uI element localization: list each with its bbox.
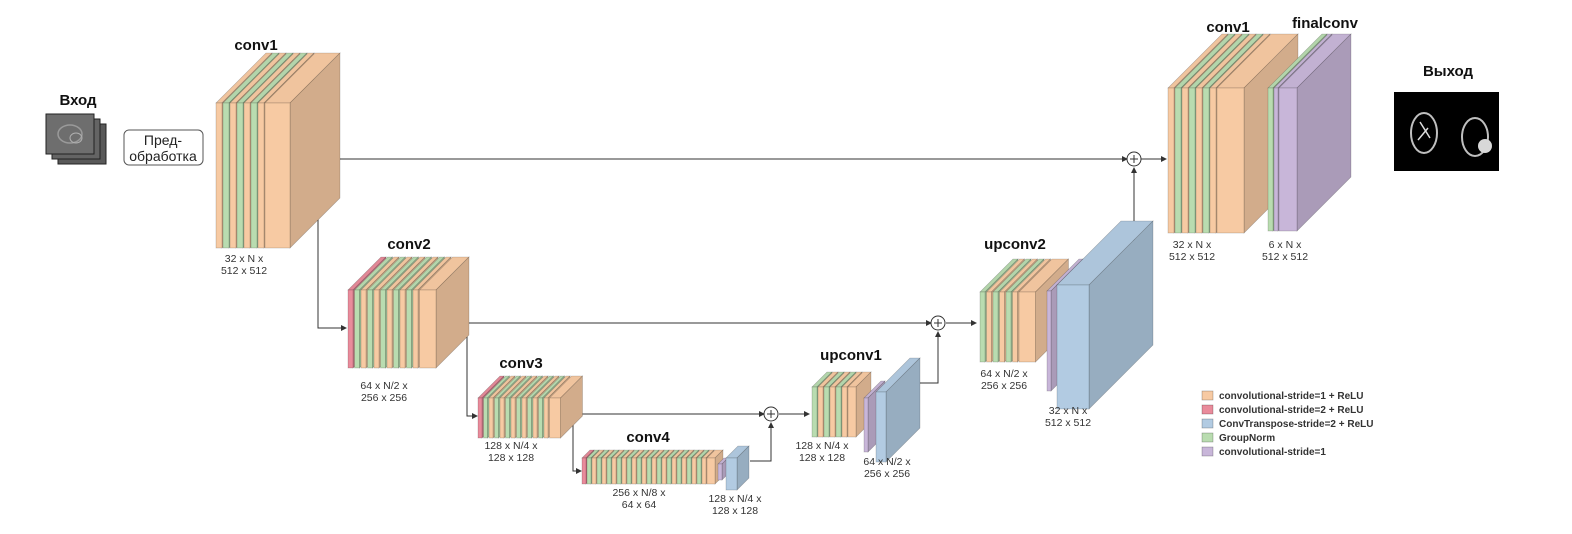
block-dims-conv2: 64 x N/2 x xyxy=(360,380,408,392)
block-dims-conv1: 32 x N x xyxy=(225,253,264,265)
block-dims-conv3: 128 x N/4 x xyxy=(484,440,538,452)
output-image xyxy=(1394,92,1499,171)
legend-label: ConvTranspose-stride=2 + ReLU xyxy=(1219,419,1374,430)
block-dims-up2: 512 x 512 xyxy=(1045,417,1091,429)
block-up2 xyxy=(1046,220,1154,410)
layer-slab-convtranspose xyxy=(875,357,921,463)
layer-slab-convtranspose xyxy=(725,445,750,491)
legend-swatch xyxy=(1201,418,1214,429)
legend-label: convolutional-stride=2 + ReLU xyxy=(1219,405,1363,416)
block-dims-conv4: 64 x 64 xyxy=(622,499,657,511)
sum-circle-top xyxy=(1126,151,1142,167)
legend: convolutional-stride=1 + ReLU convolution… xyxy=(1201,390,1374,458)
legend-item-groupnorm: GroupNorm xyxy=(1201,432,1275,444)
layer-slab-conv_s1 xyxy=(1278,33,1352,232)
up1-to-sum2 xyxy=(913,331,941,384)
preprocess-line2: обработка xyxy=(129,148,197,164)
block-title-conv3: conv3 xyxy=(499,355,542,372)
block-title-conv4: conv4 xyxy=(626,429,670,446)
block-dims-up4: 128 x N/4 x xyxy=(708,493,762,505)
legend-item-conv_s2_relu: convolutional-stride=2 + ReLU xyxy=(1201,404,1363,416)
block-conv4 xyxy=(581,449,724,485)
block-dims-up4: 128 x 128 xyxy=(712,505,758,517)
block-dims-upconv1: 128 x 128 xyxy=(799,452,845,464)
legend-label: convolutional-stride=1 xyxy=(1219,447,1326,458)
layer-slab-conv_s1_relu xyxy=(264,52,341,249)
block-conv1 xyxy=(215,52,341,249)
layer-slab-conv_s1_relu xyxy=(418,256,470,369)
input-image xyxy=(45,113,107,165)
block-upconv1 xyxy=(811,371,872,438)
sum-circle-2 xyxy=(930,315,946,331)
layer-blocks xyxy=(215,33,1352,491)
layer-slab-convtranspose xyxy=(1056,220,1154,410)
block-conv1-out xyxy=(1167,33,1299,234)
block-title-conv1-out: conv1 xyxy=(1206,19,1249,36)
block-dims-up2: 32 x N x xyxy=(1049,405,1088,417)
block-dims-conv2: 256 x 256 xyxy=(361,392,407,404)
block-dims-up1: 256 x 256 xyxy=(864,468,910,480)
block-finalconv xyxy=(1267,33,1352,232)
block-dims-conv1-out: 512 x 512 xyxy=(1169,251,1215,263)
block-dims-finalconv: 512 x 512 xyxy=(1262,251,1308,263)
block-title-conv2: conv2 xyxy=(387,236,430,253)
input-label: Вход xyxy=(59,92,97,109)
legend-swatch xyxy=(1201,446,1214,457)
up4-to-sum3 xyxy=(750,422,774,462)
block-title-upconv2: upconv2 xyxy=(984,236,1046,253)
legend-swatch xyxy=(1201,390,1214,401)
down-line-2 xyxy=(466,323,478,419)
connections xyxy=(317,156,1167,474)
legend-item-convtranspose: ConvTranspose-stride=2 + ReLU xyxy=(1201,418,1374,430)
block-dims-upconv1: 128 x N/4 x xyxy=(795,440,849,452)
block-dims-upconv2: 256 x 256 xyxy=(981,380,1027,392)
block-title-upconv1: upconv1 xyxy=(820,347,882,364)
legend-swatch xyxy=(1201,432,1214,443)
block-title-finalconv: finalconv xyxy=(1292,15,1359,32)
block-up4 xyxy=(717,445,750,491)
block-dims-conv3: 128 x 128 xyxy=(488,452,534,464)
legend-label: convolutional-stride=1 + ReLU xyxy=(1219,391,1363,402)
sum-circle-3 xyxy=(763,406,779,422)
legend-item-conv_s1_relu: convolutional-stride=1 + ReLU xyxy=(1201,390,1363,402)
block-dims-upconv2: 64 x N/2 x xyxy=(980,368,1028,380)
output-label: Выход xyxy=(1423,63,1474,80)
legend-swatch xyxy=(1201,404,1214,415)
preprocess-box: Пред- обработка xyxy=(123,129,204,166)
block-dims-finalconv: 6 x N x xyxy=(1269,239,1302,251)
block-dims-conv1: 512 x 512 xyxy=(221,265,267,277)
legend-label: GroupNorm xyxy=(1219,433,1275,444)
block-dims-conv1-out: 32 x N x xyxy=(1173,239,1212,251)
preprocess-line1: Пред- xyxy=(144,132,182,148)
down-line-3 xyxy=(572,414,582,474)
legend-item-conv_s1: convolutional-stride=1 xyxy=(1201,446,1326,458)
block-up1 xyxy=(863,357,921,463)
block-dims-conv4: 256 x N/8 x xyxy=(612,487,666,499)
block-conv3 xyxy=(477,375,584,439)
block-title-conv1: conv1 xyxy=(234,37,277,54)
block-dims-up1: 64 x N/2 x xyxy=(863,456,911,468)
layer-slab-conv_s1_relu xyxy=(548,375,584,439)
block-conv2 xyxy=(347,256,470,369)
